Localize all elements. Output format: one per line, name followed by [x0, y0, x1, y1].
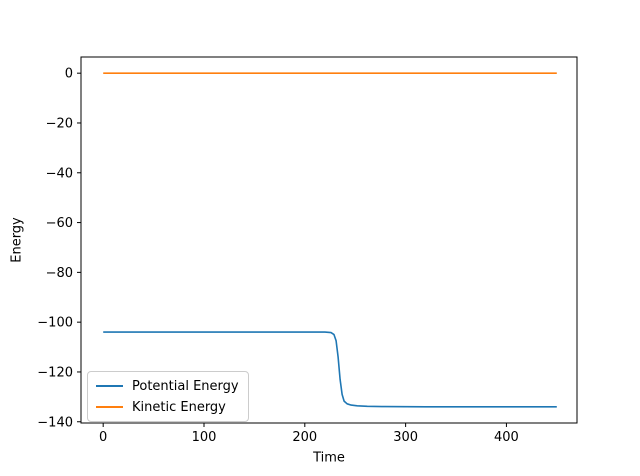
- y-tick-label: −140: [37, 415, 73, 430]
- y-tick-label: −120: [37, 365, 73, 380]
- y-tick-label: −20: [46, 116, 73, 131]
- series-line-potential-energy: [103, 331, 557, 408]
- legend-line-swatch-kinetic: [96, 406, 123, 408]
- y-tick-label: −40: [46, 166, 73, 181]
- legend: Potential Energy Kinetic Energy: [87, 371, 249, 422]
- legend-item-potential-energy: Potential Energy: [96, 377, 239, 395]
- axes-spines: [80, 56, 578, 424]
- y-axis-label: Energy: [9, 217, 25, 263]
- x-tick-label: 400: [494, 430, 519, 445]
- x-tick-label: 200: [292, 430, 317, 445]
- y-tick-label: −100: [37, 316, 73, 331]
- legend-label-kinetic: Kinetic Energy: [132, 399, 226, 415]
- legend-line-swatch-potential: [96, 385, 123, 387]
- x-axis-label: Time: [313, 450, 345, 466]
- y-tick-label: −80: [46, 266, 73, 281]
- x-tick-label: 100: [192, 430, 217, 445]
- y-tick-label: 0: [65, 67, 73, 82]
- legend-item-kinetic-energy: Kinetic Energy: [96, 398, 239, 416]
- x-tick-label: 300: [393, 430, 418, 445]
- legend-label-potential: Potential Energy: [132, 378, 239, 394]
- y-tick-label: −60: [46, 216, 73, 231]
- x-tick-label: 0: [99, 430, 107, 445]
